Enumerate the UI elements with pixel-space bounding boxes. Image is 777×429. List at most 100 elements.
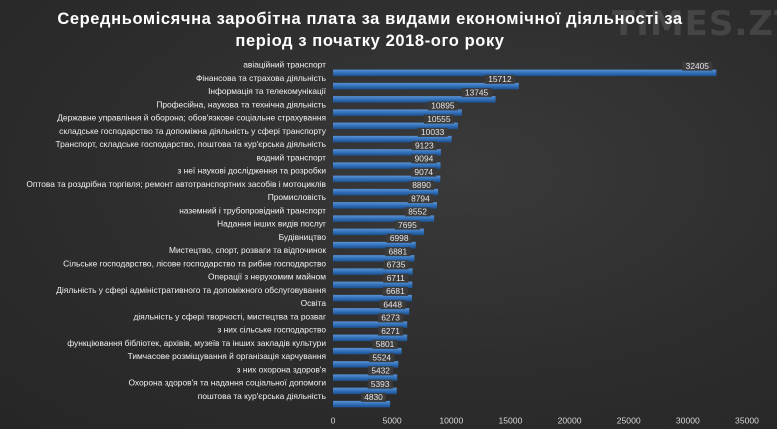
bar: [333, 175, 441, 183]
bar: [333, 82, 519, 90]
value-label-background: [383, 260, 409, 270]
category-label: Будівництво: [279, 232, 327, 242]
category-label: поштова та кур'єрська діяльність: [198, 391, 327, 401]
value-label-background: [386, 233, 412, 243]
value-label: 4830: [364, 392, 383, 402]
value-label: 7695: [398, 220, 417, 230]
bar: [333, 321, 408, 328]
watermark-logo: TIMES.ZT: [612, 4, 777, 44]
value-label-background: [385, 247, 411, 257]
category-label: Професійна, наукова та технічна діяльніс…: [156, 99, 326, 109]
value-label-background: [408, 180, 435, 190]
value-label-background: [369, 353, 395, 363]
bar: [333, 69, 717, 77]
category-label: Освіта: [301, 298, 327, 308]
bar: [333, 228, 425, 236]
value-label: 6735: [387, 260, 406, 270]
value-label: 6998: [390, 233, 409, 243]
value-label: 8794: [411, 193, 430, 203]
value-label-background: [423, 114, 454, 124]
value-label-background: [382, 286, 409, 296]
bar: [333, 241, 416, 249]
value-label: 10555: [427, 114, 451, 124]
value-label-background: [360, 392, 387, 402]
x-tick-label: 25000: [617, 416, 641, 426]
category-label: Фінансова та страхова діяльність: [196, 73, 327, 83]
bar: [333, 109, 462, 116]
bar: [333, 347, 402, 355]
value-label: 9123: [415, 140, 434, 150]
category-label: діяльність у сфері творчості, мистецтва …: [133, 311, 326, 321]
category-label: з неї наукові дослідження та розробки: [177, 166, 326, 176]
bar: [333, 281, 413, 289]
value-label-background: [484, 74, 515, 84]
category-label: Оптова та роздрібна торгівля; ремонт авт…: [26, 179, 326, 189]
category-label: водний транспорт: [257, 152, 327, 162]
value-label-background: [407, 194, 434, 204]
value-label: 15712: [488, 74, 512, 84]
category-label: Мистецтво, спорт, розваги та відпочинок: [169, 245, 326, 255]
value-label-background: [383, 273, 409, 283]
value-label-background: [411, 141, 437, 151]
value-label: 5393: [371, 379, 390, 389]
bar: [333, 361, 399, 368]
value-label: 6711: [387, 273, 405, 283]
bar: [333, 162, 441, 169]
category-label: Сільське господарство, лісове господарст…: [63, 258, 326, 268]
value-label-background: [378, 313, 404, 323]
value-label: 10895: [431, 101, 455, 111]
value-label: 6273: [381, 313, 400, 323]
value-label-background: [368, 366, 394, 376]
value-label: 9094: [415, 154, 434, 164]
category-label: Державне управління й оборона; обов'язко…: [57, 113, 326, 123]
value-label-background: [394, 220, 421, 230]
category-label: з них охорона здоров'я: [237, 364, 326, 374]
value-label: 9074: [414, 167, 433, 177]
value-label: 32405: [686, 61, 710, 71]
bar: [333, 374, 398, 381]
x-tick-label: 35000: [735, 416, 759, 426]
category-label: авіаційний транспорт: [243, 60, 326, 70]
x-tick-label: 10000: [439, 416, 463, 426]
bar: [333, 308, 410, 315]
value-label: 6881: [388, 246, 407, 256]
bar: [333, 387, 397, 395]
category-label: Транспорт, складське господарство, пошто…: [56, 139, 327, 149]
x-tick-label: 30000: [676, 416, 700, 426]
value-label: 10033: [421, 127, 445, 137]
value-label-background: [367, 379, 393, 389]
bar: [333, 268, 413, 275]
category-label: Тимчасове розміщування й організація хар…: [128, 351, 326, 361]
category-label: складське господарство та допоміжна діял…: [59, 126, 327, 136]
x-tick-label: 15000: [498, 416, 522, 426]
bar: [333, 135, 452, 143]
x-tick-label: 0: [331, 416, 336, 426]
bar: [333, 255, 415, 262]
chart-title: Середньомісячна заробітна плата за видам…: [57, 10, 683, 50]
value-label-background: [411, 167, 437, 177]
category-label: функціювання бібліотек, архівів, музеїв …: [67, 338, 326, 348]
value-label-background: [417, 127, 448, 137]
value-label-background: [461, 88, 492, 98]
bar-group: [333, 69, 717, 408]
bar: [333, 188, 439, 196]
bar: [333, 96, 496, 103]
value-label: 13745: [465, 87, 489, 97]
x-tick-label: 20000: [558, 416, 582, 426]
value-label-background: [411, 154, 437, 164]
category-label: Інформація та телекомунікації: [208, 86, 327, 96]
value-label-background: [682, 61, 713, 71]
x-axis: 0 5000 10000 15000 20000 25000 30000 35000: [331, 416, 760, 426]
bar: [333, 400, 391, 408]
category-label: Охорона здоров'я та надання соціальної д…: [128, 378, 326, 388]
value-label: 8890: [412, 180, 431, 190]
category-label: Надання інших видів послуг: [217, 219, 326, 229]
bar: [333, 334, 408, 342]
value-label-background: [377, 326, 404, 336]
value-label: 6271: [381, 326, 400, 336]
value-label: 5432: [371, 366, 390, 376]
value-label-background: [427, 101, 458, 111]
bar: [333, 294, 413, 302]
bar: [333, 122, 458, 130]
